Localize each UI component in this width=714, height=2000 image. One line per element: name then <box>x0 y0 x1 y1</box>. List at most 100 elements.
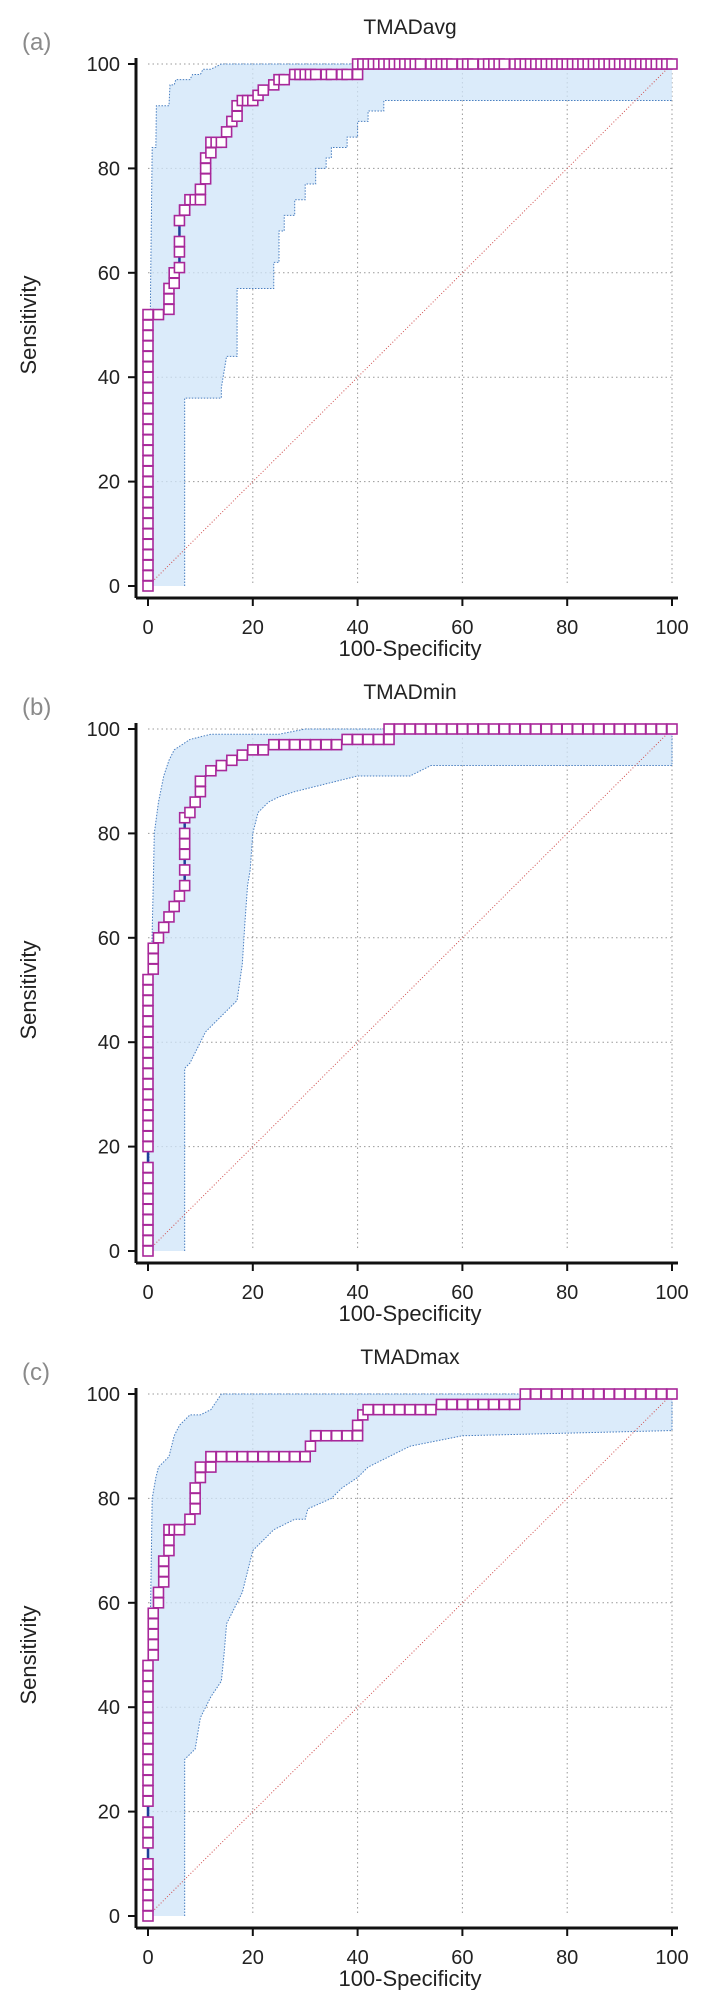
roc-point <box>189 1492 201 1505</box>
roc-point <box>142 1182 154 1195</box>
roc-point <box>142 1224 154 1236</box>
roc-chart-svg: TMADavg (a) 0 20 40 60 80 100 0 20 40 60 80 100 100-Sp… <box>16 16 689 660</box>
roc-point <box>178 838 191 850</box>
roc-point <box>178 204 191 216</box>
roc-point <box>168 900 180 913</box>
roc-point <box>142 507 154 519</box>
roc-point <box>529 723 542 735</box>
roc-point <box>278 738 291 751</box>
roc-point <box>142 994 154 1007</box>
y-tick-label: 0 <box>109 1241 120 1263</box>
roc-point <box>147 942 160 955</box>
roc-chart-svg: TMADmax (c) 0 20 40 60 80 100 0 20 40 60 80 100 100-Sp… <box>16 1346 689 1990</box>
roc-point <box>446 723 458 735</box>
roc-point <box>435 723 448 735</box>
roc-point <box>142 1711 154 1724</box>
chart-title: TMADavg <box>363 16 456 39</box>
roc-point <box>236 1450 249 1463</box>
roc-point <box>173 235 186 248</box>
roc-point <box>194 183 207 196</box>
roc-point <box>603 723 615 735</box>
roc-point <box>168 277 180 290</box>
roc-point <box>655 1388 668 1400</box>
roc-point <box>320 738 332 751</box>
roc-point <box>299 1450 312 1463</box>
roc-point <box>142 559 154 571</box>
roc-point <box>215 759 228 772</box>
roc-point <box>142 517 154 530</box>
roc-point <box>550 1388 563 1400</box>
roc-point <box>351 733 364 746</box>
roc-point <box>142 1109 154 1122</box>
roc-point <box>142 1690 154 1703</box>
roc-point <box>257 84 270 96</box>
roc-point <box>178 864 191 876</box>
confidence-band <box>148 1394 672 1916</box>
roc-point <box>142 1203 154 1216</box>
roc-point <box>142 1099 154 1111</box>
x-tick-label: 80 <box>556 617 578 639</box>
roc-point <box>456 723 469 735</box>
roc-point <box>215 1450 228 1463</box>
y-tick-label: 40 <box>98 1697 120 1719</box>
roc-point <box>142 1816 154 1828</box>
roc-point <box>561 1388 574 1400</box>
x-tick-label: 0 <box>142 617 153 639</box>
roc-point <box>456 1398 469 1411</box>
roc-point <box>393 1403 406 1416</box>
roc-point <box>142 1878 154 1891</box>
roc-point <box>142 973 154 986</box>
roc-point <box>540 723 553 735</box>
roc-point <box>267 1450 280 1463</box>
roc-point <box>320 1429 332 1442</box>
roc-point <box>519 723 532 735</box>
roc-point <box>142 1826 154 1839</box>
y-tick-label: 80 <box>98 823 120 845</box>
roc-point <box>325 68 338 81</box>
roc-point <box>142 1036 154 1049</box>
roc-point <box>199 173 212 185</box>
roc-point <box>309 68 322 81</box>
x-tick-label: 40 <box>346 617 368 639</box>
roc-point <box>142 434 154 446</box>
roc-point <box>194 775 207 787</box>
roc-point <box>278 1450 291 1463</box>
y-axis-title: Sensitivity <box>16 1605 41 1704</box>
roc-point <box>341 1429 353 1442</box>
y-tick-label: 60 <box>98 263 120 285</box>
roc-point <box>142 1067 154 1080</box>
roc-point <box>142 1868 154 1881</box>
roc-panel-c: TMADmax (c) 0 20 40 60 80 100 0 20 40 60 80 100 100-Sp… <box>0 1330 714 1990</box>
roc-point <box>157 1555 170 1567</box>
roc-point <box>142 1680 154 1693</box>
roc-point <box>142 548 154 561</box>
panel-label: (a) <box>22 29 51 56</box>
roc-point <box>571 723 584 735</box>
y-tick-label: 100 <box>87 1384 120 1406</box>
roc-point <box>142 1078 154 1090</box>
roc-point <box>592 1388 605 1400</box>
y-axis-title: Sensitivity <box>16 940 41 1039</box>
roc-point <box>393 723 406 735</box>
roc-point <box>142 475 154 488</box>
y-tick-label: 80 <box>98 158 120 180</box>
chart-title: TMADmax <box>360 1346 460 1369</box>
roc-point <box>414 58 427 70</box>
x-tick-label: 100 <box>655 1282 688 1304</box>
roc-point <box>414 723 427 735</box>
ci-upper-line <box>147 728 672 1252</box>
roc-point <box>142 392 154 404</box>
roc-point <box>142 1899 154 1912</box>
y-tick-label: 100 <box>87 719 120 741</box>
roc-point <box>142 1140 154 1153</box>
x-axis-title: 100-Specificity <box>338 1966 481 1990</box>
roc-point <box>163 293 175 305</box>
roc-point <box>205 764 217 777</box>
roc-point <box>142 1659 154 1672</box>
roc-point <box>498 723 511 735</box>
roc-point <box>414 1403 427 1416</box>
x-tick-label: 60 <box>451 1947 473 1969</box>
roc-point <box>142 1046 154 1059</box>
roc-point <box>157 1576 170 1588</box>
roc-point <box>173 214 186 227</box>
